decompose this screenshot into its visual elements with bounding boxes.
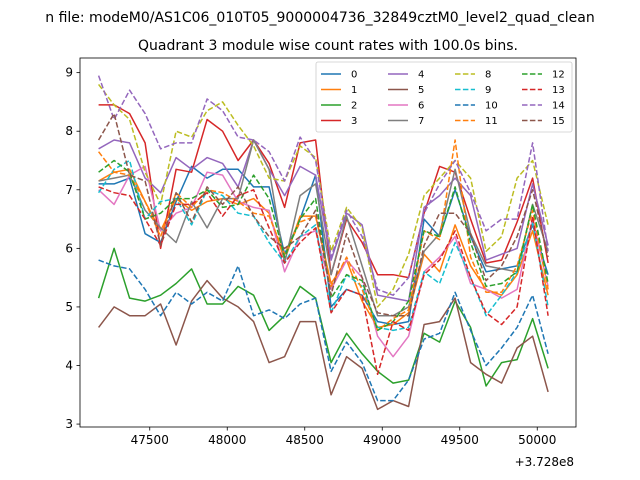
x-tick-label: 47500 xyxy=(131,433,169,447)
y-tick-label: 6 xyxy=(65,241,73,255)
x-axis: 47500 48000 48500 49000 49500 50000 xyxy=(131,427,556,447)
chart-title: Quadrant 3 module wise count rates with … xyxy=(138,38,518,54)
plot-area: 47500 48000 48500 49000 49500 50000 3 4 5 6 7 8 9 +… xyxy=(65,57,577,469)
legend-label-4: 4 xyxy=(418,70,424,81)
series-line-10 xyxy=(98,259,549,402)
series-line-5 xyxy=(98,279,549,411)
y-tick-label: 3 xyxy=(65,417,73,431)
x-tick-label: 48000 xyxy=(208,433,246,447)
legend-label-7: 7 xyxy=(418,116,424,127)
series-line-4 xyxy=(98,139,549,302)
x-offset-label: +3.728e8 xyxy=(515,455,574,469)
x-tick-label: 50000 xyxy=(518,433,556,447)
series-layer xyxy=(97,75,549,411)
legend-label-14: 14 xyxy=(552,101,565,112)
series-line-11 xyxy=(98,139,549,332)
x-tick-label: 48500 xyxy=(286,433,324,447)
y-tick-label: 9 xyxy=(65,66,73,80)
legend-label-3: 3 xyxy=(351,116,357,127)
legend-label-11: 11 xyxy=(485,116,498,127)
legend-label-15: 15 xyxy=(552,116,565,127)
x-tick-label: 49500 xyxy=(441,433,479,447)
legend-box xyxy=(315,61,573,133)
figure-suptitle: n file: modeM0/AS1C06_010T05_9000004736_… xyxy=(45,10,594,26)
series-line-15 xyxy=(97,112,549,317)
series-line-13 xyxy=(98,186,549,376)
legend-label-0: 0 xyxy=(351,70,357,81)
y-tick-label: 5 xyxy=(65,300,73,314)
y-axis: 3 4 5 6 7 8 9 xyxy=(65,66,80,431)
legend-label-6: 6 xyxy=(418,101,424,112)
legend-label-13: 13 xyxy=(552,85,565,96)
series-line-7 xyxy=(98,139,549,317)
y-tick-label: 4 xyxy=(65,359,73,373)
legend-label-2: 2 xyxy=(351,101,357,112)
legend-label-5: 5 xyxy=(418,85,424,96)
legend-label-12: 12 xyxy=(552,70,565,81)
legend-label-1: 1 xyxy=(351,85,357,96)
axes-frame xyxy=(79,57,577,428)
legend-label-9: 9 xyxy=(485,85,491,96)
series-line-14 xyxy=(97,75,549,296)
y-tick-label: 7 xyxy=(65,183,73,197)
legend-label-8: 8 xyxy=(485,70,491,81)
legend-label-10: 10 xyxy=(485,101,498,112)
x-tick-label: 49000 xyxy=(363,433,401,447)
y-tick-label: 8 xyxy=(65,124,73,138)
